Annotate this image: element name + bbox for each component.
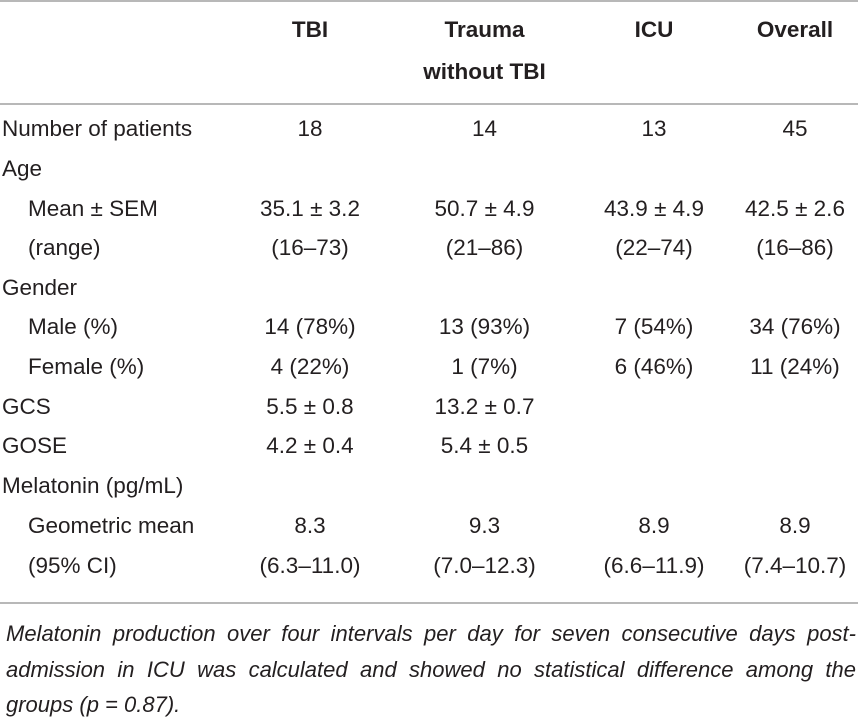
- cell-icu: 7 (54%): [614, 314, 694, 339]
- cell-tbi: (6.3–11.0): [259, 553, 361, 578]
- row-label: Number of patients: [2, 116, 193, 141]
- cell-icu: (22–74): [615, 235, 693, 260]
- cell-trauma: 5.4 ± 0.5: [440, 433, 529, 458]
- cell-trauma: (7.0–12.3): [433, 553, 536, 578]
- cell-icu: 13: [641, 116, 667, 141]
- cell-trauma: 13 (93%): [438, 314, 531, 339]
- cell-overall: 42.5 ± 2.6: [745, 196, 845, 221]
- cell-trauma: 50.7 ± 4.9: [434, 196, 535, 221]
- cell-tbi: 35.1 ± 3.2: [260, 196, 360, 221]
- bottom-rule: [0, 602, 858, 604]
- header-tbi: TBI: [291, 17, 329, 42]
- cell-tbi: 8.3: [294, 513, 326, 538]
- cell-trauma: 13.2 ± 0.7: [434, 394, 535, 419]
- cell-overall: (7.4–10.7): [743, 553, 847, 578]
- cell-trauma: 14: [471, 116, 498, 141]
- cell-trauma: 9.3: [468, 513, 501, 538]
- header-icu: ICU: [634, 17, 674, 42]
- cell-tbi: 14 (78%): [264, 314, 356, 339]
- cell-overall: 8.9: [779, 513, 811, 538]
- cell-icu: (6.6–11.9): [603, 553, 705, 578]
- row-label: Mean ± SEM: [28, 196, 158, 221]
- cell-icu: 6 (46%): [614, 354, 694, 379]
- cell-icu: 8.9: [638, 513, 670, 538]
- cell-icu: 43.9 ± 4.9: [604, 196, 704, 221]
- row-label: Female (%): [28, 354, 145, 379]
- cell-overall: 11 (24%): [750, 354, 840, 379]
- header-trauma-line1: Trauma: [444, 17, 525, 42]
- row-label: Male (%): [28, 314, 119, 339]
- cell-tbi: 4.2 ± 0.4: [266, 433, 354, 458]
- row-label: (95% CI): [28, 553, 117, 578]
- header-rule: [0, 103, 858, 105]
- cell-tbi: 18: [297, 116, 323, 141]
- header-overall: Overall: [756, 17, 834, 42]
- cell-tbi: 4 (22%): [270, 354, 350, 379]
- cell-tbi: 5.5 ± 0.8: [266, 394, 354, 419]
- row-label: Geometric mean: [28, 513, 195, 538]
- cell-tbi: (16–73): [271, 235, 349, 260]
- cell-trauma: 1 (7%): [451, 354, 518, 379]
- header-trauma-line2: without TBI: [423, 59, 546, 84]
- row-label: GCS: [2, 394, 51, 419]
- cell-trauma: (21–86): [445, 235, 524, 260]
- row-label: (range): [28, 235, 101, 260]
- row-label: Melatonin (pg/mL): [2, 473, 184, 498]
- row-label: GOSE: [2, 433, 68, 458]
- cell-overall: (16–86): [756, 235, 834, 260]
- cell-overall: 34 (76%): [749, 314, 841, 339]
- top-rule: [0, 0, 858, 2]
- row-label: Age: [2, 156, 43, 181]
- cell-overall: 45: [782, 116, 808, 141]
- row-label: Gender: [2, 275, 78, 300]
- table-footnote: Melatonin production over four intervals…: [6, 621, 856, 717]
